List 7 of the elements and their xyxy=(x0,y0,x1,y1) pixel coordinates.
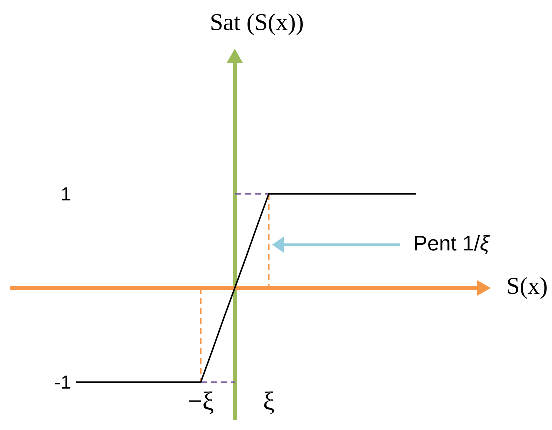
x-axis-title: S(x) xyxy=(508,277,547,300)
x-tick-label: ξ xyxy=(264,392,274,415)
y-tick-label: -1 xyxy=(55,376,71,389)
y-axis-title: Sat (S(x)) xyxy=(212,14,303,36)
annotation: Pent 1/ξ xyxy=(415,235,490,254)
y-tick-label: 1 xyxy=(62,188,71,201)
x-tick-label: −ξ xyxy=(189,392,214,415)
